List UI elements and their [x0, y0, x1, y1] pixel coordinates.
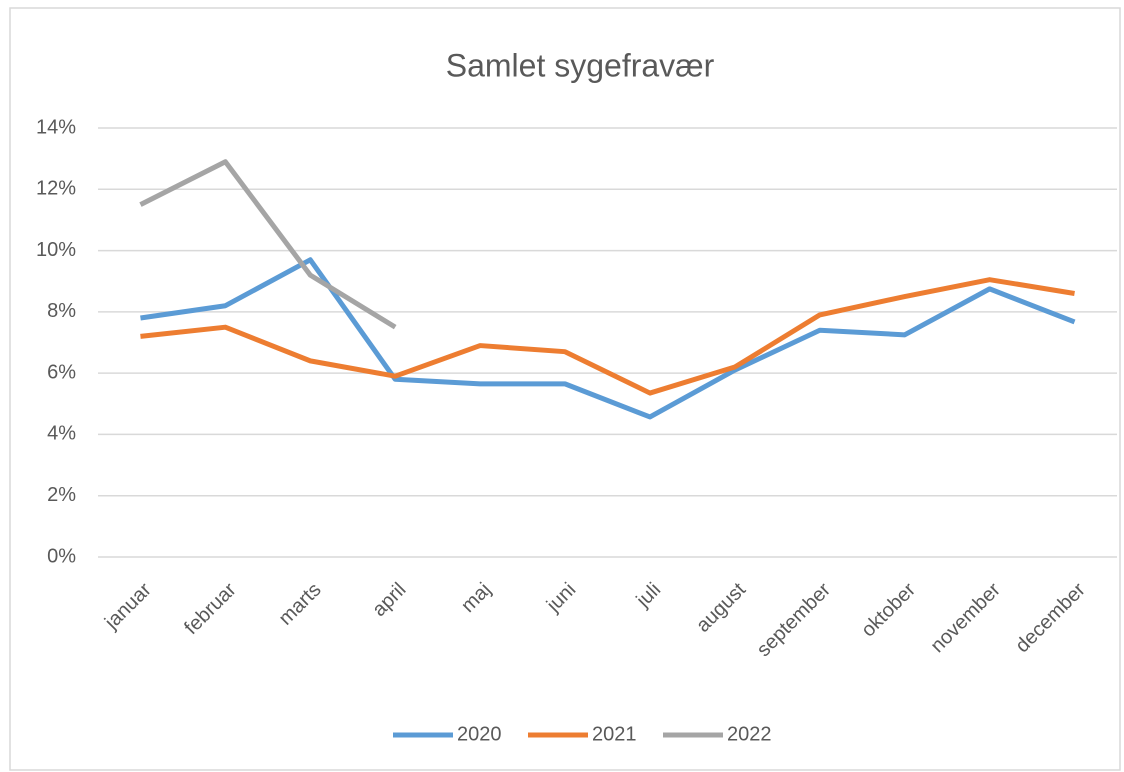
legend-label: 2020 [457, 723, 502, 745]
y-tick-label: 12% [36, 178, 76, 200]
y-tick-label: 2% [47, 484, 76, 506]
chart-frame [9, 7, 1121, 771]
chart-title: Samlet sygefravær [446, 47, 715, 83]
y-tick-label: 14% [36, 116, 76, 138]
y-tick-label: 10% [36, 239, 76, 261]
y-tick-label: 0% [47, 545, 76, 567]
y-tick-label: 6% [47, 361, 76, 383]
y-tick-label: 4% [47, 423, 76, 445]
legend-label: 2021 [592, 723, 637, 745]
y-tick-label: 8% [47, 300, 76, 322]
series-line [140, 257, 1076, 420]
series-line [140, 277, 1075, 396]
series-line [139, 159, 397, 330]
legend-label: 2022 [727, 723, 772, 745]
